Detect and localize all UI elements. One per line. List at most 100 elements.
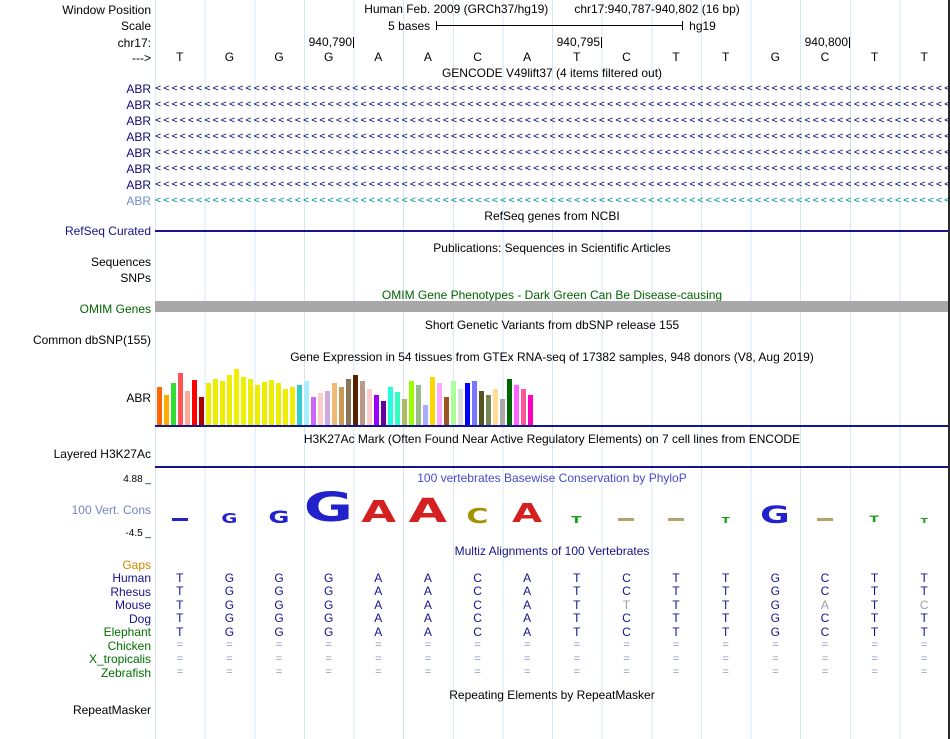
gtex-bar[interactable]	[521, 389, 526, 425]
gene-item[interactable]: <<<<<<<<<<<<<<<<<<<<<<<<<<<<<<<<<<<<<<<<…	[155, 163, 950, 174]
h3k27ac-label[interactable]: Layered H3K27Ac	[53, 447, 151, 461]
alignment-base: A	[423, 570, 432, 585]
gtex-bar[interactable]	[241, 377, 246, 425]
gtex-bar[interactable]	[339, 387, 344, 425]
gtex-bar[interactable]	[332, 383, 337, 425]
gtex-bar[interactable]	[430, 377, 435, 425]
gene-row: ABR <<<<<<<<<<<<<<<<<<<<<<<<<<<<<<<<<<<<<…	[0, 129, 950, 145]
gtex-bar[interactable]	[353, 375, 358, 425]
gtex-bar[interactable]	[192, 380, 197, 425]
gtex-bar[interactable]	[444, 397, 449, 425]
gtex-bar[interactable]	[206, 383, 211, 425]
omim-bar[interactable]	[155, 301, 949, 312]
species-label[interactable]: Human	[112, 571, 151, 586]
gtex-bar[interactable]	[360, 381, 365, 425]
gene-item[interactable]: <<<<<<<<<<<<<<<<<<<<<<<<<<<<<<<<<<<<<<<<…	[155, 131, 950, 142]
gtex-bar[interactable]	[248, 379, 253, 425]
refseq-gene-line[interactable]	[155, 230, 949, 232]
refseq-curated-label[interactable]: RefSeq Curated	[64, 224, 151, 238]
snps-label[interactable]: SNPs	[120, 271, 151, 285]
omim-genes-label[interactable]: OMIM Genes	[79, 302, 151, 316]
gtex-bar[interactable]	[346, 379, 351, 425]
gtex-bar[interactable]	[164, 395, 169, 425]
species-label[interactable]: Dog	[128, 611, 151, 626]
species-label[interactable]: Rhesus	[110, 584, 151, 599]
gene-label[interactable]: ABR	[126, 82, 151, 96]
gtex-bar[interactable]	[402, 399, 407, 425]
gtex-bar[interactable]	[269, 380, 274, 425]
gtex-bar[interactable]	[514, 385, 519, 425]
gtex-bar[interactable]	[493, 389, 498, 425]
gtex-bar[interactable]	[185, 391, 190, 425]
gtex-bar[interactable]	[227, 375, 232, 425]
gtex-bar[interactable]	[318, 393, 323, 425]
gene-label[interactable]: ABR	[126, 162, 151, 176]
gtex-bar[interactable]	[500, 399, 505, 425]
gtex-bar[interactable]	[395, 392, 400, 425]
repeatmasker-label[interactable]: RepeatMasker	[72, 703, 151, 717]
gene-item[interactable]: <<<<<<<<<<<<<<<<<<<<<<<<<<<<<<<<<<<<<<<<…	[155, 99, 950, 110]
gtex-bar[interactable]	[381, 401, 386, 425]
gene-label[interactable]: ABR	[126, 98, 151, 112]
gene-label[interactable]: ABR	[126, 146, 151, 160]
gtex-bar[interactable]	[437, 383, 442, 425]
sequences-label[interactable]: Sequences	[90, 255, 151, 269]
gtex-bar[interactable]	[213, 379, 218, 425]
gtex-bar[interactable]	[458, 389, 463, 425]
gtex-bar[interactable]	[255, 385, 260, 425]
species-label[interactable]: Zebrafish	[100, 665, 151, 680]
gene-item[interactable]: <<<<<<<<<<<<<<<<<<<<<<<<<<<<<<<<<<<<<<<<…	[155, 115, 950, 126]
gtex-bar[interactable]	[528, 395, 533, 425]
species-label[interactable]: Mouse	[114, 598, 151, 613]
gtex-bar[interactable]	[234, 369, 239, 425]
gtex-bar[interactable]	[297, 385, 302, 425]
gtex-bar[interactable]	[451, 381, 456, 425]
gene-label[interactable]: ABR	[126, 178, 151, 192]
gtex-bar[interactable]	[486, 395, 491, 425]
gene-item[interactable]: <<<<<<<<<<<<<<<<<<<<<<<<<<<<<<<<<<<<<<<<…	[155, 147, 950, 158]
species-label[interactable]: Elephant	[103, 625, 151, 640]
gtex-bar[interactable]	[171, 383, 176, 425]
gtex-bar[interactable]	[507, 379, 512, 425]
gene-item[interactable]: <<<<<<<<<<<<<<<<<<<<<<<<<<<<<<<<<<<<<<<<…	[155, 195, 950, 206]
base-letter: T	[573, 50, 581, 64]
gene-label[interactable]: ABR	[126, 194, 151, 208]
species-label[interactable]: X_tropicalis	[88, 652, 151, 667]
gene-label[interactable]: ABR	[126, 130, 151, 144]
gtex-bar[interactable]	[472, 381, 477, 425]
alignment-base: =	[672, 652, 680, 665]
gtex-bar[interactable]	[276, 383, 281, 425]
gtex-bar[interactable]	[199, 397, 204, 425]
gtex-bar[interactable]	[409, 381, 414, 425]
h3k27ac-signal[interactable]	[155, 466, 949, 468]
gene-item[interactable]: <<<<<<<<<<<<<<<<<<<<<<<<<<<<<<<<<<<<<<<<…	[155, 83, 950, 94]
alignment-base: T	[722, 584, 730, 598]
gtex-bar[interactable]	[290, 387, 295, 425]
alignment-base: A	[523, 570, 532, 585]
gtex-bar[interactable]	[416, 385, 421, 425]
gtex-bar[interactable]	[367, 389, 372, 425]
gtex-bar[interactable]	[178, 373, 183, 425]
alignment-base: =	[573, 639, 581, 651]
vert-cons-label[interactable]: 100 Vert. Cons	[71, 503, 151, 517]
gtex-bar[interactable]	[388, 387, 393, 425]
gtex-bar[interactable]	[423, 405, 428, 425]
gtex-bar[interactable]	[283, 389, 288, 425]
gtex-bar[interactable]	[465, 383, 470, 425]
gene-label[interactable]: ABR	[126, 114, 151, 128]
gtex-bar[interactable]	[304, 381, 309, 425]
dbsnp-label[interactable]: Common dbSNP(155)	[32, 333, 151, 347]
gtex-bar[interactable]	[374, 395, 379, 425]
gtex-bar[interactable]	[220, 381, 225, 425]
base-letter: G	[324, 50, 334, 64]
gtex-bar[interactable]	[325, 391, 330, 425]
gtex-bar[interactable]	[311, 397, 316, 425]
gtex-gene-label[interactable]: ABR	[126, 391, 151, 405]
gtex-bar[interactable]	[157, 387, 162, 425]
gtex-bar[interactable]	[262, 382, 267, 425]
gtex-bar[interactable]	[479, 391, 484, 425]
species-label[interactable]: Gaps	[122, 557, 151, 572]
gene-item[interactable]: <<<<<<<<<<<<<<<<<<<<<<<<<<<<<<<<<<<<<<<<…	[155, 179, 950, 190]
species-label[interactable]: Chicken	[107, 638, 151, 653]
